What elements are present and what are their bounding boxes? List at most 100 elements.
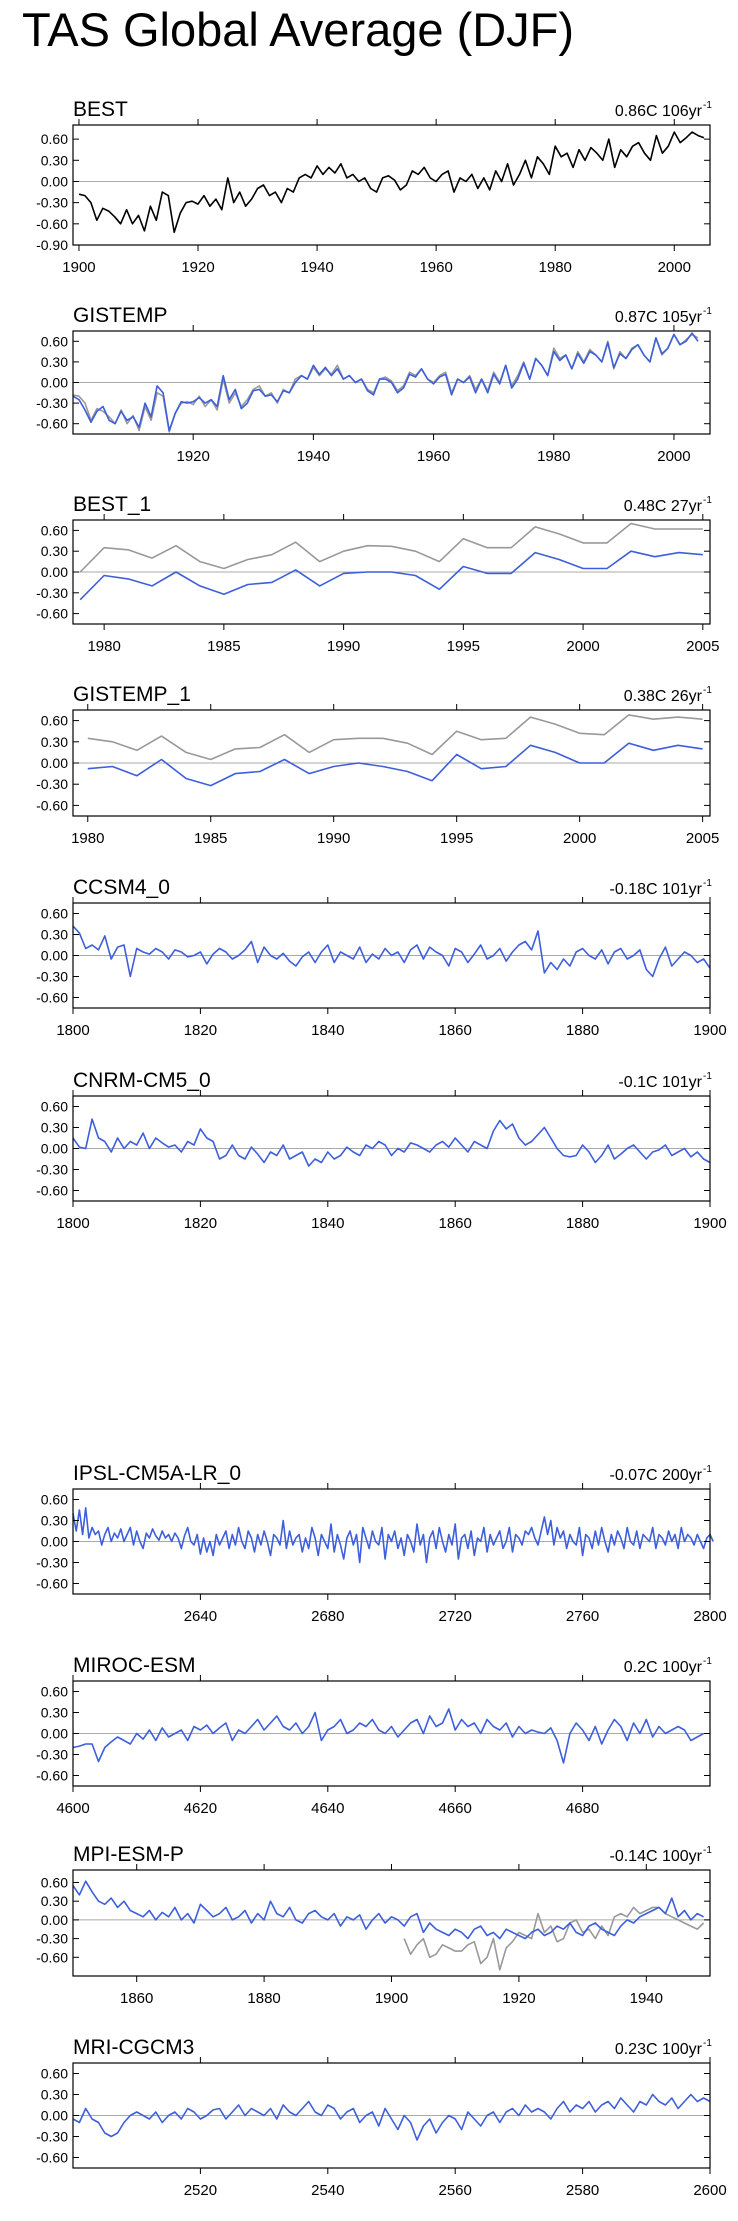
- x-tick-label: 2005: [686, 830, 719, 847]
- y-tick-label: -0.30: [36, 585, 68, 601]
- y-tick-label: 0.30: [41, 1120, 68, 1136]
- x-tick-label: 1800: [56, 1022, 89, 1039]
- x-tick-label: 1980: [539, 259, 572, 276]
- series-line-obs: [79, 522, 703, 573]
- series-line-mri-cgcm3: [72, 2093, 711, 2141]
- x-tick-label: 1920: [502, 1990, 535, 2007]
- panel-stat: -0.1C 101yr: [618, 1074, 702, 1091]
- panel-stat-exponent: -1: [703, 1071, 712, 1082]
- panel-stat: -0.18C 101yr: [610, 881, 703, 898]
- y-tick-label: 0.30: [41, 152, 68, 168]
- y-tick-label: 0.00: [41, 755, 68, 771]
- series-line-best: [78, 131, 705, 234]
- y-tick-label: 0.00: [41, 1912, 68, 1928]
- panel-gistemp-1: GISTEMP_1 0.38C 26yr -1 -0.60 -0.30 0.00 0.30 0…: [36, 683, 719, 847]
- page-title: TAS Global Average (DJF): [22, 3, 575, 56]
- y-tick-label: -0.60: [36, 797, 68, 813]
- x-tick-label: 2000: [566, 638, 599, 655]
- x-tick-label: 1995: [440, 830, 473, 847]
- x-tick-label: 1860: [439, 1022, 472, 1039]
- panel-stat: 0.23C 100yr: [615, 2041, 703, 2058]
- panel-best-1: BEST_1 0.48C 27yr -1 -0.60 -0.30 0.00 0.30 0.60…: [36, 493, 719, 655]
- panel-miroc-esm: MIROC-ESM 0.2C 100yr -1 -0.60 -0.30 0.00 0.30 0…: [36, 1654, 712, 1817]
- panel-title: CNRM-CM5_0: [73, 1069, 211, 1092]
- x-tick-label: 1985: [207, 638, 240, 655]
- x-tick-label: 1985: [194, 830, 227, 847]
- panel-ccsm4-0: CCSM4_0 -0.18C 101yr -1 -0.60 -0.30 0.00 0.30 0…: [36, 876, 727, 1039]
- series-line-best-1: [79, 550, 703, 601]
- y-tick-label: 0.00: [41, 564, 68, 580]
- y-tick-label: 0.00: [41, 375, 68, 391]
- x-tick-label: 4660: [439, 1800, 472, 1817]
- panel-mpi-esm-p: MPI-ESM-P -0.14C 100yr -1 -0.60 -0.30 0.00 0.3…: [36, 1843, 712, 2007]
- x-tick-label: 1820: [184, 1215, 217, 1232]
- x-tick-label: 2800: [693, 1608, 726, 1625]
- panel-stat: 0.86C 106yr: [615, 103, 703, 120]
- y-tick-label: 0.00: [41, 1141, 68, 1157]
- x-tick-label: 2760: [566, 1608, 599, 1625]
- x-tick-label: 2000: [657, 448, 690, 465]
- panel-ipsl-cm5a-lr-0: IPSL-CM5A-LR_0 -0.07C 200yr -1 -0.60 -0.30 0.…: [36, 1462, 727, 1625]
- x-tick-label: 1840: [311, 1215, 344, 1232]
- panel-stat: 0.2C 100yr: [624, 1659, 703, 1676]
- x-tick-label: 1990: [317, 830, 350, 847]
- panel-stat-exponent: -1: [703, 100, 712, 111]
- x-tick-label: 1800: [56, 1215, 89, 1232]
- y-tick-label: -0.30: [36, 2129, 68, 2145]
- x-tick-label: 2560: [439, 2182, 472, 2199]
- y-tick-label: 0.60: [41, 522, 68, 538]
- y-tick-label: 0.60: [41, 1492, 68, 1508]
- y-tick-label: 0.30: [41, 1705, 68, 1721]
- y-tick-label: -0.30: [36, 1162, 68, 1178]
- series-line-gistemp: [72, 332, 699, 432]
- x-tick-label: 1900: [375, 1990, 408, 2007]
- panel-title: CCSM4_0: [73, 876, 170, 899]
- x-tick-label: 1940: [297, 448, 330, 465]
- x-tick-label: 1860: [439, 1215, 472, 1232]
- y-tick-label: -0.60: [36, 1768, 68, 1784]
- panel-title: IPSL-CM5A-LR_0: [73, 1462, 241, 1485]
- x-tick-label: 1995: [447, 638, 480, 655]
- x-tick-label: 4680: [566, 1800, 599, 1817]
- x-tick-label: 1860: [120, 1990, 153, 2007]
- panel-stat-exponent: -1: [703, 878, 712, 889]
- panel-mri-cgcm3: MRI-CGCM3 0.23C 100yr -1 -0.60 -0.30 0.00 0.30…: [36, 2036, 727, 2199]
- y-tick-label: 0.60: [41, 1099, 68, 1115]
- plot-frame: [72, 124, 711, 246]
- panel-stat-exponent: -1: [703, 1845, 712, 1856]
- series-line-mpi-esm-p: [72, 1880, 704, 1940]
- panel-stat-exponent: -1: [703, 1656, 712, 1667]
- x-tick-label: 4620: [184, 1800, 217, 1817]
- panel-title: MRI-CGCM3: [73, 2036, 194, 2059]
- x-tick-label: 2520: [184, 2182, 217, 2199]
- y-tick-label: -0.30: [36, 195, 68, 211]
- panel-title: MPI-ESM-P: [73, 1843, 184, 1866]
- series-line-miroc-esm: [72, 1708, 704, 1764]
- panel-stat: 0.38C 26yr: [624, 688, 703, 705]
- x-tick-label: 1920: [177, 448, 210, 465]
- y-tick-label: 0.60: [41, 906, 68, 922]
- panel-stat-exponent: -1: [703, 495, 712, 506]
- y-tick-label: 0.00: [41, 2108, 68, 2124]
- y-tick-label: 0.00: [41, 173, 68, 189]
- panel-stat: -0.07C 200yr: [610, 1467, 703, 1484]
- y-tick-label: -0.60: [36, 990, 68, 1006]
- y-tick-label: -0.30: [36, 969, 68, 985]
- panel-title: GISTEMP: [73, 304, 168, 327]
- panel-cnrm-cm5-0: CNRM-CM5_0 -0.1C 101yr -1 -0.60 -0.30 0.00 0.3…: [36, 1069, 727, 1232]
- x-tick-label: 1900: [693, 1022, 726, 1039]
- x-tick-label: 2680: [311, 1608, 344, 1625]
- y-tick-label: 0.30: [41, 2087, 68, 2103]
- x-tick-label: 2580: [566, 2182, 599, 2199]
- y-tick-label: -0.60: [36, 1576, 68, 1592]
- y-tick-label: -0.30: [36, 395, 68, 411]
- y-tick-label: 0.30: [41, 543, 68, 559]
- y-tick-label: -0.60: [36, 1183, 68, 1199]
- y-tick-label: 0.00: [41, 1726, 68, 1742]
- y-tick-label: 0.30: [41, 1893, 68, 1909]
- series-line-ccsm4-0: [72, 925, 711, 978]
- y-tick-label: 0.30: [41, 927, 68, 943]
- y-tick-label: 0.60: [41, 713, 68, 729]
- panel-stat: -0.14C 100yr: [610, 1848, 703, 1865]
